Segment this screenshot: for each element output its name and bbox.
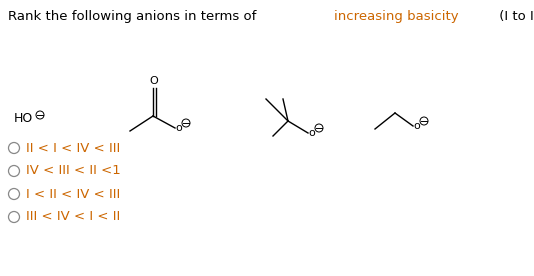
Text: (I to IV from left to right):: (I to IV from left to right): — [495, 10, 534, 23]
Text: IV < III < II <1: IV < III < II <1 — [26, 164, 121, 177]
Text: increasing basicity: increasing basicity — [334, 10, 459, 23]
Text: I < II < IV < III: I < II < IV < III — [26, 187, 120, 200]
Text: II < I < IV < III: II < I < IV < III — [26, 142, 120, 155]
Text: O: O — [150, 76, 159, 86]
Text: Rank the following anions in terms of: Rank the following anions in terms of — [8, 10, 261, 23]
Text: HO: HO — [14, 113, 33, 126]
Text: o: o — [413, 121, 420, 131]
Text: III < IV < I < II: III < IV < I < II — [26, 211, 120, 224]
Text: o: o — [308, 128, 315, 138]
Text: o: o — [175, 123, 182, 133]
